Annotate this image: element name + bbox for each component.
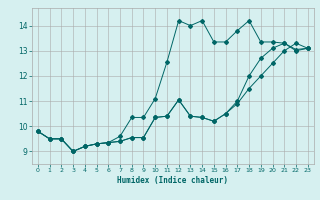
X-axis label: Humidex (Indice chaleur): Humidex (Indice chaleur) <box>117 176 228 185</box>
